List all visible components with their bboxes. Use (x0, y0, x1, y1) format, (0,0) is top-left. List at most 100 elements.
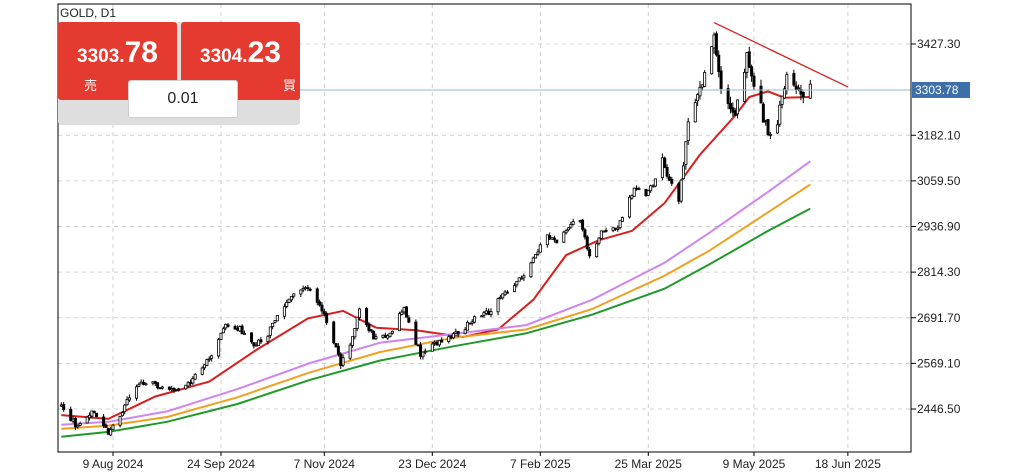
candle-body (778, 104, 782, 125)
candle-body (764, 120, 768, 123)
candlestick (184, 384, 188, 390)
candle-body (348, 344, 352, 359)
candlestick (717, 50, 721, 78)
candlestick (496, 297, 500, 316)
current-price-tag (912, 81, 970, 98)
candlestick (531, 256, 535, 264)
candlestick (437, 339, 441, 348)
y-tick-label: 3182.10 (917, 128, 961, 142)
candle-body (602, 230, 606, 233)
candle-body (388, 332, 392, 337)
candle-body (355, 316, 359, 329)
candlestick (665, 164, 669, 179)
candlestick (632, 187, 636, 197)
candle-body (536, 251, 540, 255)
x-tick-label: 23 Dec 2024 (398, 457, 466, 471)
candlestick (388, 332, 392, 338)
buy-button[interactable]: 3304.23 買 (181, 22, 300, 100)
candlestick (271, 322, 275, 330)
candle-body (480, 315, 484, 318)
y-tick-label: 2936.90 (917, 220, 961, 234)
candle-body (522, 275, 526, 279)
candle-body (501, 293, 505, 299)
candlesticks (59, 31, 812, 437)
moving-average-line (61, 160, 811, 426)
candle-body (336, 345, 340, 355)
candlestick (792, 69, 796, 87)
candle-body (158, 387, 162, 390)
candlestick (139, 379, 143, 385)
candle-body (498, 296, 502, 299)
candle-body (731, 107, 735, 113)
candlestick (611, 227, 615, 233)
candle-body (111, 424, 115, 430)
candle-body (386, 335, 390, 339)
candlestick (473, 315, 477, 324)
candlestick (268, 326, 272, 339)
lot-size-input[interactable]: 0.01 (128, 80, 238, 118)
candle-body (240, 325, 244, 335)
candle-body (407, 317, 411, 323)
candle-body (473, 316, 477, 323)
y-tick-label: 3427.30 (917, 37, 961, 51)
candle-body (595, 243, 599, 258)
candlestick (430, 342, 434, 352)
candle-body (191, 378, 195, 384)
candlestick (482, 310, 486, 318)
candle-body (747, 51, 751, 68)
candlestick (118, 415, 122, 428)
candlestick (69, 406, 73, 422)
candle-body (686, 121, 690, 142)
candlestick (588, 246, 592, 259)
candle-body (552, 237, 556, 241)
plot-frame (57, 3, 912, 453)
candlestick (102, 414, 106, 428)
candle-body (726, 88, 730, 104)
candlestick (743, 68, 747, 103)
candlestick (224, 323, 228, 331)
candlestick (752, 72, 756, 91)
candlestick (156, 382, 160, 390)
candle-body (73, 417, 77, 428)
candle-body (414, 321, 418, 345)
candle-body (538, 244, 542, 253)
candlestick (167, 386, 171, 391)
candle-body (219, 332, 223, 340)
candle-body (569, 224, 573, 228)
candle-body (456, 331, 460, 335)
candlestick (761, 102, 765, 123)
candlestick (400, 309, 404, 316)
candle-body (318, 301, 322, 306)
candlestick (59, 402, 63, 408)
candle-body (682, 165, 686, 180)
candlestick (416, 344, 420, 347)
candlestick (318, 299, 322, 307)
candlestick (233, 324, 237, 330)
candle-body (581, 219, 585, 230)
candlestick (736, 99, 740, 119)
candlestick (440, 337, 444, 343)
y-tick-label: 2446.50 (917, 402, 961, 416)
candlestick (501, 293, 505, 300)
candlestick (489, 308, 493, 318)
candlestick (794, 81, 798, 94)
candle-body (618, 220, 622, 229)
candlestick (111, 424, 115, 430)
candlestick (142, 379, 146, 386)
candle-body (62, 404, 66, 410)
candle-body (635, 187, 639, 190)
candle-body (665, 166, 669, 177)
candle-body (651, 185, 655, 188)
candlestick (301, 285, 305, 293)
candlestick (90, 410, 94, 419)
candle-body (712, 34, 716, 49)
candle-body (487, 310, 491, 315)
candle-body (308, 288, 312, 291)
candle-body (484, 310, 488, 314)
candle-body (184, 384, 188, 390)
candlestick (785, 71, 789, 95)
resistance-trendline[interactable] (713, 21, 849, 88)
candle-body (172, 387, 176, 391)
candle-body (250, 332, 254, 343)
